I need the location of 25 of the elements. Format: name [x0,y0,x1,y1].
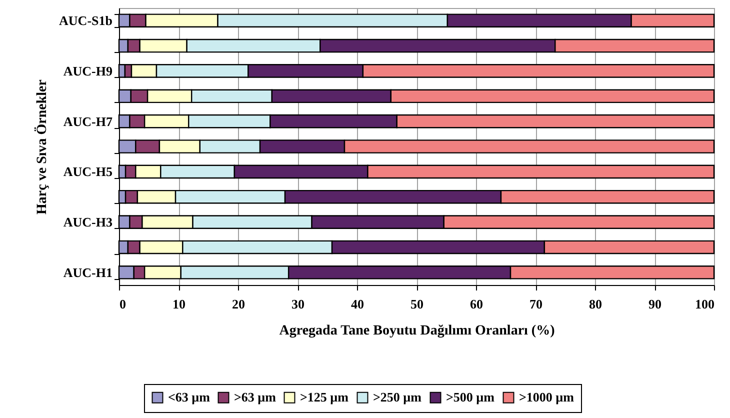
x-tick-label: 70 [530,296,542,312]
x-tick-label: 80 [589,296,602,312]
x-tick-label: 30 [292,296,304,312]
x-tick-label: 10 [172,296,186,312]
legend-label: <63 µm [168,390,210,405]
y-tick-label: AUC-H7 [63,114,113,129]
y-tick-label: AUC-H1 [63,264,112,280]
x-tick-label: 40 [351,296,364,312]
x-tick-label: 100 [695,296,714,312]
x-axis-title: Agregada Tane Boyutu Dağılımı Oranları (%) [279,324,556,338]
legend-label: >1000 µm [519,390,574,405]
x-tick-label: 60 [470,296,483,312]
y-tick-label: AUC-H3 [63,214,113,230]
legend-label: >63 µm [234,390,276,405]
y-axis-title: Harç ve Sıva Örnekler [34,80,50,214]
y-tick-label: AUC-S1b [59,13,112,28]
legend-label: >250 µm [373,390,422,405]
x-tick-label: 0 [120,296,126,312]
legend-label: >500 µm [446,390,495,405]
y-tick-label: AUC-H9 [63,63,113,78]
y-tick-label: AUC-H5 [63,164,113,180]
x-tick-label: 90 [648,296,662,312]
x-tick-label: 20 [232,296,245,312]
legend-label: >125 µm [300,390,349,405]
x-tick-label: 50 [410,296,424,312]
